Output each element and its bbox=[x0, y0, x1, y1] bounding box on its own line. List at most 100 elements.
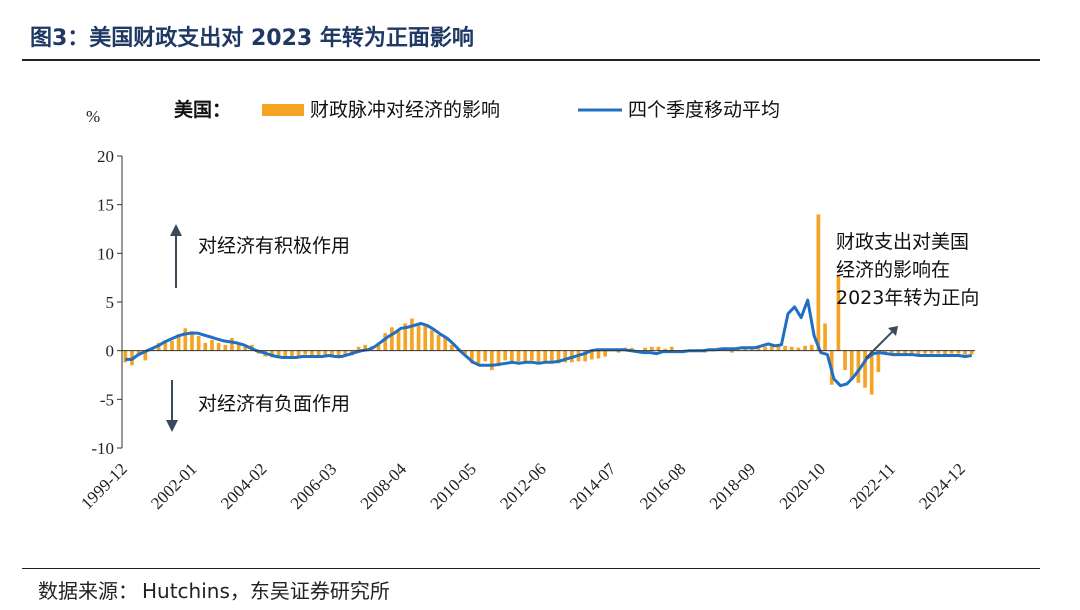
legend-line-label: 四个季度移动平均 bbox=[628, 99, 780, 121]
bar bbox=[143, 350, 148, 361]
bar bbox=[903, 350, 907, 354]
callout-arrow-icon bbox=[865, 331, 893, 359]
x-tick-label: 2014-07 bbox=[566, 459, 620, 513]
bar bbox=[290, 350, 294, 359]
bar bbox=[656, 346, 661, 351]
bar bbox=[496, 350, 501, 367]
x-axis: 1999-12 2002-01 2004-02 2006-03 2008-04 2010-… bbox=[77, 350, 975, 513]
y-axis-unit: % bbox=[86, 107, 100, 126]
bar bbox=[816, 214, 821, 351]
x-tick-label: 2010-05 bbox=[426, 459, 480, 513]
bar bbox=[136, 350, 141, 354]
bar bbox=[796, 347, 801, 351]
bar bbox=[523, 350, 528, 364]
bar bbox=[669, 346, 674, 351]
bar bbox=[203, 342, 208, 351]
legend: 美国： 财政脉冲对经济的影响 四个季度移动平均 bbox=[174, 98, 780, 121]
bar bbox=[743, 347, 747, 351]
bar bbox=[430, 330, 434, 351]
moving-average-line bbox=[125, 298, 972, 388]
bar bbox=[236, 342, 241, 351]
y-tick-label: 10 bbox=[97, 244, 114, 263]
bar bbox=[836, 274, 841, 351]
bar bbox=[963, 350, 967, 355]
bar bbox=[396, 331, 401, 351]
bar bbox=[303, 350, 308, 355]
callout-line-1: 财政支出对美国 bbox=[836, 231, 969, 253]
bar bbox=[516, 350, 521, 362]
bar bbox=[210, 339, 214, 351]
x-tick-label: 1999-12 bbox=[77, 459, 131, 513]
bar bbox=[629, 347, 634, 351]
bar bbox=[663, 348, 667, 351]
bar bbox=[563, 350, 567, 363]
bar bbox=[849, 350, 854, 380]
bar bbox=[470, 350, 474, 364]
bar bbox=[436, 335, 441, 351]
x-tick-label: 2004-02 bbox=[217, 459, 271, 513]
bar bbox=[783, 345, 787, 351]
bar bbox=[956, 350, 961, 354]
bar bbox=[176, 334, 181, 351]
callout-arrowhead-icon bbox=[888, 326, 898, 336]
bar bbox=[463, 350, 468, 354]
bar bbox=[163, 340, 168, 351]
bar bbox=[809, 344, 814, 351]
bar bbox=[223, 344, 228, 351]
bar bbox=[503, 350, 508, 361]
bar bbox=[923, 350, 927, 354]
callout-line-3: 2023年转为正向 bbox=[836, 287, 979, 309]
up-arrowhead-icon bbox=[170, 224, 182, 236]
bar bbox=[376, 344, 381, 351]
bar bbox=[556, 350, 561, 364]
bar bbox=[589, 350, 594, 360]
bar bbox=[196, 336, 201, 351]
bar bbox=[230, 338, 234, 351]
bar bbox=[423, 326, 428, 351]
bar bbox=[863, 350, 867, 388]
positive-annotation: 对经济有积极作用 bbox=[170, 224, 350, 288]
callout-annotation: 财政支出对美国 经济的影响在 2023年转为正向 bbox=[836, 231, 979, 359]
bar bbox=[909, 350, 914, 355]
bar bbox=[643, 347, 647, 351]
negative-annotation: 对经济有负面作用 bbox=[166, 380, 350, 432]
bar bbox=[410, 318, 414, 351]
source-label: 数据来源： bbox=[38, 579, 138, 603]
source-text: Hutchins，东吴证券研究所 bbox=[142, 579, 390, 603]
bar bbox=[123, 350, 128, 363]
bar bbox=[603, 350, 607, 357]
bar bbox=[183, 328, 188, 351]
bar bbox=[443, 338, 448, 351]
bar bbox=[943, 350, 947, 355]
legend-bar-label: 财政脉冲对经济的影响 bbox=[310, 99, 500, 121]
bar bbox=[916, 350, 921, 355]
bar bbox=[789, 346, 794, 351]
bar bbox=[363, 344, 368, 351]
bar bbox=[749, 347, 754, 351]
bar bbox=[949, 350, 954, 354]
bar bbox=[536, 350, 541, 363]
bar bbox=[416, 323, 421, 351]
bar bbox=[323, 350, 328, 356]
bar bbox=[403, 323, 408, 351]
bar bbox=[549, 350, 554, 364]
footer-divider bbox=[22, 568, 1040, 569]
bar bbox=[343, 350, 348, 355]
chart-title: 图3：美国财政支出对 2023 年转为正面影响 bbox=[30, 26, 474, 51]
legend-bar-swatch bbox=[262, 104, 304, 116]
bar bbox=[283, 350, 288, 357]
line-series bbox=[125, 298, 972, 388]
bar bbox=[583, 350, 587, 362]
bar bbox=[936, 350, 941, 354]
source-note: 数据来源： Hutchins，东吴证券研究所 bbox=[38, 575, 390, 604]
bar bbox=[450, 344, 454, 351]
positive-effect-label: 对经济有积极作用 bbox=[198, 235, 350, 257]
bar bbox=[729, 350, 734, 353]
bar bbox=[776, 345, 781, 351]
negative-effect-label: 对经济有负面作用 bbox=[198, 393, 350, 415]
bar bbox=[616, 350, 621, 353]
bar bbox=[243, 346, 248, 351]
bar bbox=[170, 340, 174, 351]
bar bbox=[356, 346, 361, 351]
bar bbox=[316, 350, 321, 357]
